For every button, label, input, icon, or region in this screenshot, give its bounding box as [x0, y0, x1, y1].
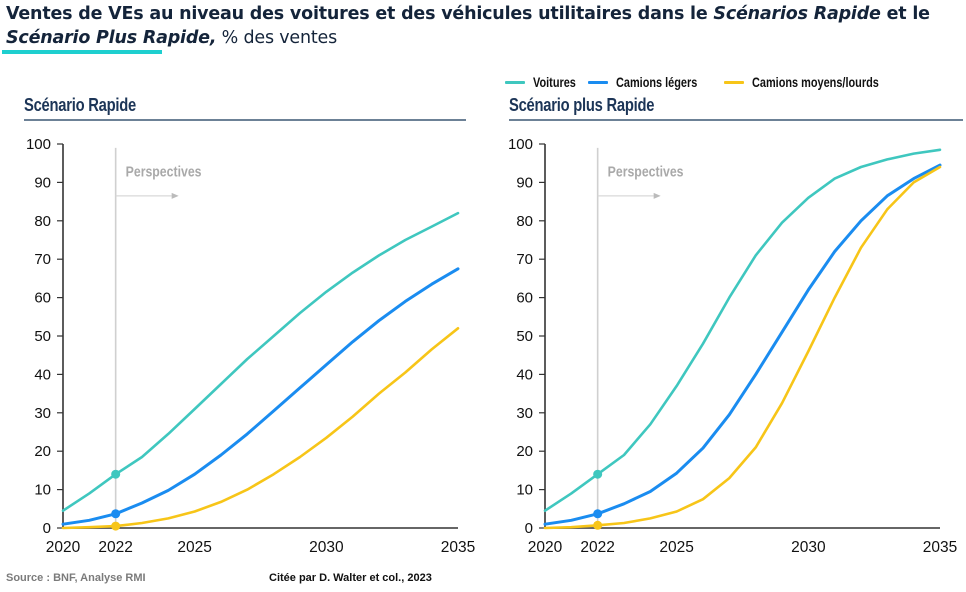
plus-rapide-point-2022-voitures — [593, 469, 603, 479]
plus-rapide-y-tick-label: 40 — [516, 366, 533, 383]
title-italic-1: Scénarios Rapide — [713, 4, 881, 24]
rapide-y-tick-label: 60 — [34, 290, 51, 307]
plus-rapide-series-voitures-line — [543, 148, 942, 513]
plus-rapide-series-camions-moyens-lourds-line — [543, 165, 942, 530]
rapide-y-tick-label: 50 — [34, 328, 51, 345]
plus-rapide-y-tick-label: 20 — [516, 443, 533, 460]
plus-rapide-forecast-arrow-icon — [653, 192, 661, 199]
rapide-y-tick-label: 10 — [34, 482, 51, 499]
legend-item-camions-moyens-lourds: Camions moyens/lourds — [724, 74, 915, 90]
legend-swatch — [587, 80, 608, 84]
plus-rapide-x-tick-label: 2030 — [791, 539, 826, 556]
panel-title-plus-rapide: Scénario plus Rapide — [509, 95, 655, 115]
legend-label: Camions moyens/lourds — [752, 74, 880, 90]
legend-item-camions-legers: Camions légers — [587, 74, 720, 90]
legend-label: Camions légers — [615, 74, 698, 90]
title-text-2: et le — [880, 4, 930, 24]
plus-rapide-y-tick-label: 50 — [516, 328, 533, 345]
plus-rapide-y-tick-label: 0 — [525, 520, 533, 537]
plus-rapide-y-tick-label: 70 — [516, 251, 533, 268]
rapide-y-tick-label: 70 — [34, 251, 51, 268]
rapide-y-tick-label: 90 — [34, 174, 51, 191]
rapide-series-voitures-line — [61, 211, 460, 513]
plus-rapide-x-tick-label: 2022 — [580, 539, 614, 556]
rapide-x-tick-label: 2022 — [98, 539, 132, 556]
rapide-x-tick-label: 2025 — [177, 539, 211, 556]
title-text-3: % des ventes — [216, 28, 338, 48]
plus-rapide-y-tick-label: 90 — [516, 174, 533, 191]
plus-rapide-point-2022-camions-moyens-lourds — [593, 520, 603, 530]
rapide-forecast-arrow-icon — [171, 192, 179, 199]
title-italic-2: Scénario Plus Rapide, — [6, 28, 217, 48]
panel-rule-plus-rapide — [509, 119, 963, 121]
plus-rapide-y-tick-label: 30 — [516, 405, 533, 422]
plus-rapide-y-tick-label: 80 — [516, 213, 533, 230]
rapide-y-tick-label: 40 — [34, 366, 51, 383]
plus-rapide-y-tick-label: 60 — [516, 290, 533, 307]
rapide-y-tick-label: 0 — [43, 520, 51, 537]
title-text-1: Ventes de VEs au niveau des voitures et … — [6, 4, 714, 24]
chart-title: Ventes de VEs au niveau des voitures et … — [6, 2, 966, 50]
rapide-point-2022-voitures — [111, 469, 121, 479]
plus-rapide-point-2022-camions-legers — [593, 509, 603, 519]
plus-rapide-x-tick-label: 2025 — [659, 539, 693, 556]
plus-rapide-x-tick-label: 2035 — [923, 539, 957, 556]
rapide-y-tick-label: 80 — [34, 213, 51, 230]
rapide-perspectives-label: Perspectives — [126, 164, 202, 180]
plus-rapide-series-camions-legers-line — [543, 163, 942, 526]
panel-title-rapide: Scénario Rapide — [24, 95, 136, 115]
source-note: Source : BNF, Analyse RMI — [6, 572, 146, 584]
rapide-y-tick-label: 20 — [34, 443, 51, 460]
rapide-series-camions-legers-line — [61, 267, 460, 526]
rapide-x-tick-label: 2030 — [309, 539, 344, 556]
plus-rapide-y-tick-label: 10 — [516, 482, 533, 499]
plus-rapide-x-tick-label: 2020 — [528, 539, 563, 556]
plus-rapide-perspectives-label: Perspectives — [608, 164, 684, 180]
rapide-x-tick-label: 2035 — [441, 539, 475, 556]
panel-rule-rapide — [24, 119, 466, 121]
plus-rapide-y-tick-label: 100 — [508, 136, 533, 153]
rapide-x-tick-label: 2020 — [46, 539, 81, 556]
title-accent-bar — [2, 50, 162, 54]
legend-label: Voitures — [533, 74, 576, 90]
rapide-point-2022-camions-legers — [111, 509, 121, 519]
citation-note: Citée par D. Walter et col., 2023 — [269, 572, 432, 584]
legend-item-voitures: Voitures — [505, 74, 588, 90]
rapide-series-camions-moyens-lourds-line — [61, 326, 460, 530]
legend: Voitures Camions légers Camions moyens/l… — [505, 74, 929, 90]
rapide-point-2022-camions-moyens-lourds — [111, 521, 121, 531]
rapide-y-tick-label: 100 — [26, 136, 51, 153]
legend-swatch — [505, 80, 525, 84]
legend-swatch — [724, 80, 745, 84]
rapide-y-tick-label: 30 — [34, 405, 51, 422]
